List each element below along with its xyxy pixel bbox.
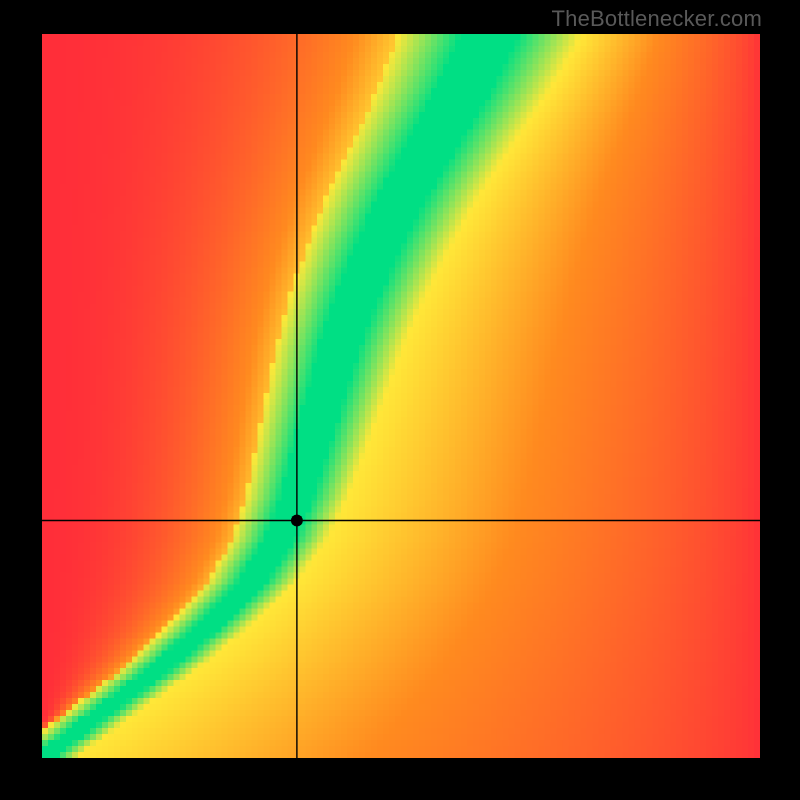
watermark-text: TheBottlenecker.com <box>552 6 762 32</box>
stage: TheBottlenecker.com <box>0 0 800 800</box>
overlay-canvas <box>0 0 800 800</box>
